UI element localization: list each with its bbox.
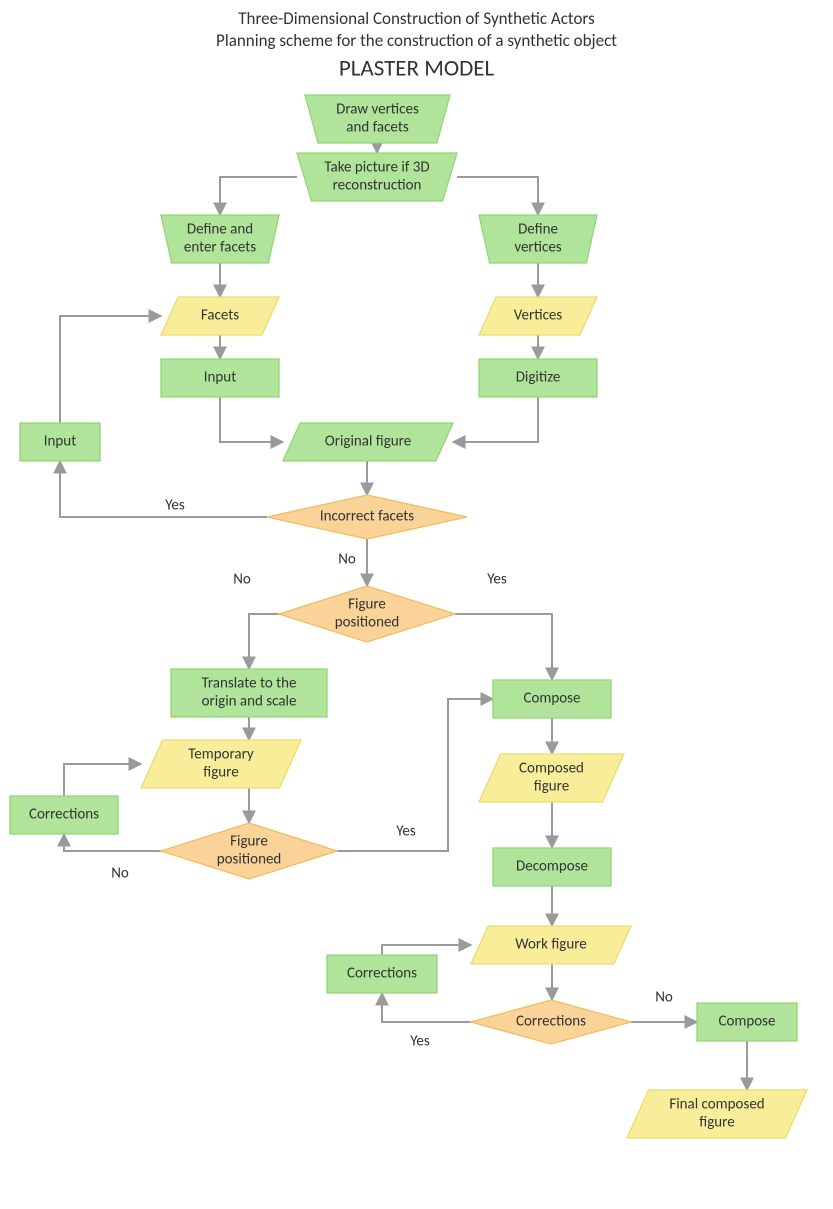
edge-25: [382, 945, 471, 955]
node-def_verts-label-0: Define: [518, 221, 558, 239]
edge-label-7: Yes: [410, 1033, 430, 1051]
node-translate-label-0: Translate to the: [202, 675, 297, 693]
node-input_f-label-0: Input: [204, 369, 236, 387]
node-fig_pos2-label-1: positioned: [217, 850, 282, 868]
node-corr_mid-label-0: Corrections: [347, 965, 417, 983]
node-translate-label-1: origin and scale: [202, 692, 297, 710]
title-line1: Three-Dimensional Construction of Synthe…: [238, 8, 595, 29]
node-fig_pos2-label-0: Figure: [230, 833, 268, 851]
edge-label-4: Yes: [396, 823, 416, 841]
node-fig_pos1-label-1: positioned: [335, 613, 400, 631]
node-temp_fig-label-0: Temporary: [188, 746, 254, 764]
node-takepic-label-0: Take picture if 3D: [324, 159, 429, 177]
edge-17: [64, 834, 161, 851]
edge-label-0: Yes: [165, 497, 185, 515]
nodes-group: Draw verticesand facets Take picture if 3…: [10, 95, 807, 1138]
edge-label-6: No: [655, 989, 673, 1007]
node-digitize-label-0: Digitize: [516, 369, 561, 387]
node-comp_fig-label-0: Composed: [519, 760, 584, 778]
node-inc_facets-label-0: Incorrect facets: [320, 508, 414, 526]
edge-11: [60, 316, 161, 423]
node-final-label-1: figure: [699, 1113, 734, 1131]
edge-24: [382, 993, 471, 1022]
node-input_loop-label-0: Input: [44, 433, 76, 451]
edge-label-1: No: [338, 551, 356, 569]
node-compose1-label-0: Compose: [523, 690, 580, 708]
edge-7: [220, 397, 283, 442]
node-fig_pos1-label-0: Figure: [348, 596, 386, 614]
title-line2: Planning scheme for the construction of …: [216, 30, 617, 51]
edge-10: [60, 461, 267, 517]
node-facets-label-0: Facets: [201, 307, 239, 325]
node-orig_fig-label-0: Original figure: [325, 433, 411, 451]
node-draw-label-0: Draw vertices: [336, 101, 419, 119]
node-decomp-label-0: Decompose: [516, 858, 588, 876]
edge-label-3: Yes: [487, 571, 507, 589]
node-temp_fig-label-1: figure: [203, 763, 238, 781]
title-heading: PLASTER MODEL: [339, 54, 495, 82]
edge-14: [455, 614, 552, 680]
node-draw-label-1: and facets: [346, 118, 409, 136]
node-def_verts-label-1: vertices: [514, 238, 561, 256]
edge-label-5: No: [111, 865, 129, 883]
node-takepic-label-1: reconstruction: [333, 176, 422, 194]
node-corr_diam-label-0: Corrections: [516, 1013, 586, 1031]
node-vertices-label-0: Vertices: [514, 307, 563, 325]
node-comp_fig-label-1: figure: [534, 777, 569, 795]
node-final-label-0: Final composed: [669, 1096, 764, 1114]
edge-label-2: No: [233, 571, 251, 589]
node-def_facets-label-1: enter facets: [184, 238, 256, 256]
edge-13: [249, 614, 279, 669]
node-compose2-label-0: Compose: [718, 1013, 775, 1031]
node-corr_left-label-0: Corrections: [29, 806, 99, 824]
node-def_facets-label-0: Define and: [187, 221, 253, 239]
edge-18: [64, 764, 141, 796]
edge-2: [457, 177, 538, 215]
edge-1: [220, 177, 297, 215]
edge-8: [453, 397, 538, 442]
node-work_fig-label-0: Work figure: [515, 936, 586, 954]
